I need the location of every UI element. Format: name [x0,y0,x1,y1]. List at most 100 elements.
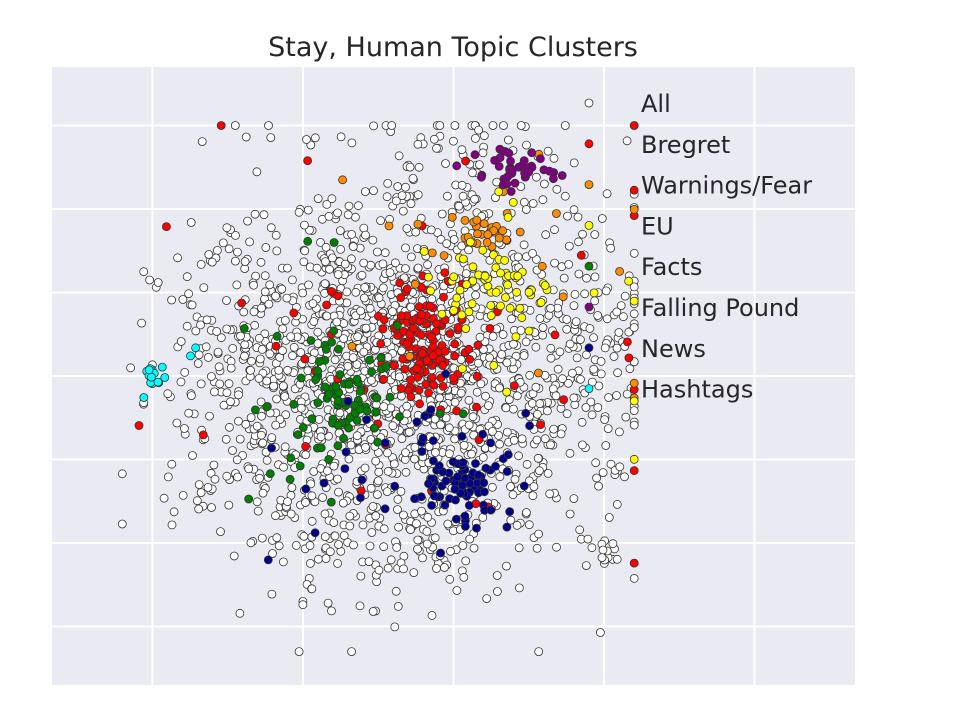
point [536,154,545,164]
point [472,215,482,225]
point [399,510,408,520]
point [159,493,169,503]
point [333,420,343,430]
point [445,329,455,338]
point [482,237,492,247]
point [473,229,482,239]
point [560,191,570,201]
point [146,372,156,382]
point [543,406,552,416]
point [214,362,224,372]
point [139,267,149,277]
point [298,600,308,610]
point [502,179,512,189]
point [410,279,420,289]
point [296,403,306,413]
point [338,498,348,508]
point [320,382,330,392]
point [323,598,333,608]
point [364,355,374,365]
point [221,434,231,444]
point [396,311,406,321]
point [534,529,543,539]
point [512,520,522,530]
point [161,222,171,232]
point [406,392,416,402]
point [488,331,498,341]
point [368,501,378,511]
legend-label: Warnings/Fear [641,172,812,200]
point [239,307,249,317]
point [629,185,639,195]
point [419,246,429,256]
point [552,184,562,194]
point [416,330,426,340]
point [457,431,467,441]
point [336,244,346,254]
point [513,271,523,281]
point [470,150,480,160]
point [578,229,587,239]
point [461,156,471,166]
point [507,166,517,176]
point [509,435,519,445]
point [504,395,514,405]
point [267,433,277,443]
point [286,332,296,342]
point [268,549,277,558]
point [235,434,245,444]
point [301,441,311,451]
point [364,557,374,566]
point [280,315,290,325]
point [441,159,450,168]
point [432,143,441,153]
point [303,236,313,246]
point [163,472,173,482]
point [347,341,357,351]
point [279,462,289,472]
point [353,201,363,211]
legend-marker [584,302,594,312]
point [360,442,370,452]
point [615,266,624,276]
point [515,303,525,313]
point [472,371,482,381]
point [423,272,433,282]
point [326,497,336,507]
point [479,219,489,229]
point [506,187,516,196]
point [340,259,350,269]
point [457,364,467,374]
point [305,559,315,568]
point [571,317,581,327]
point [352,416,362,425]
point [512,287,521,297]
point [422,356,432,366]
point [296,348,306,357]
point [629,248,639,258]
point [294,647,304,656]
point [357,270,367,280]
point [205,411,214,421]
point [249,280,259,290]
point [406,199,416,209]
point [372,490,382,500]
point [145,275,155,285]
legend-label: All [641,90,671,118]
point [245,237,255,247]
point [550,330,560,340]
point [378,324,388,334]
point [496,268,505,278]
point [196,259,206,269]
point [473,340,483,350]
point [546,440,555,450]
point [307,491,317,501]
point [325,547,335,557]
point [415,399,425,409]
point [576,374,585,384]
point [371,456,381,466]
point [449,272,459,282]
point [450,339,460,349]
point [472,387,482,397]
point [492,587,502,596]
